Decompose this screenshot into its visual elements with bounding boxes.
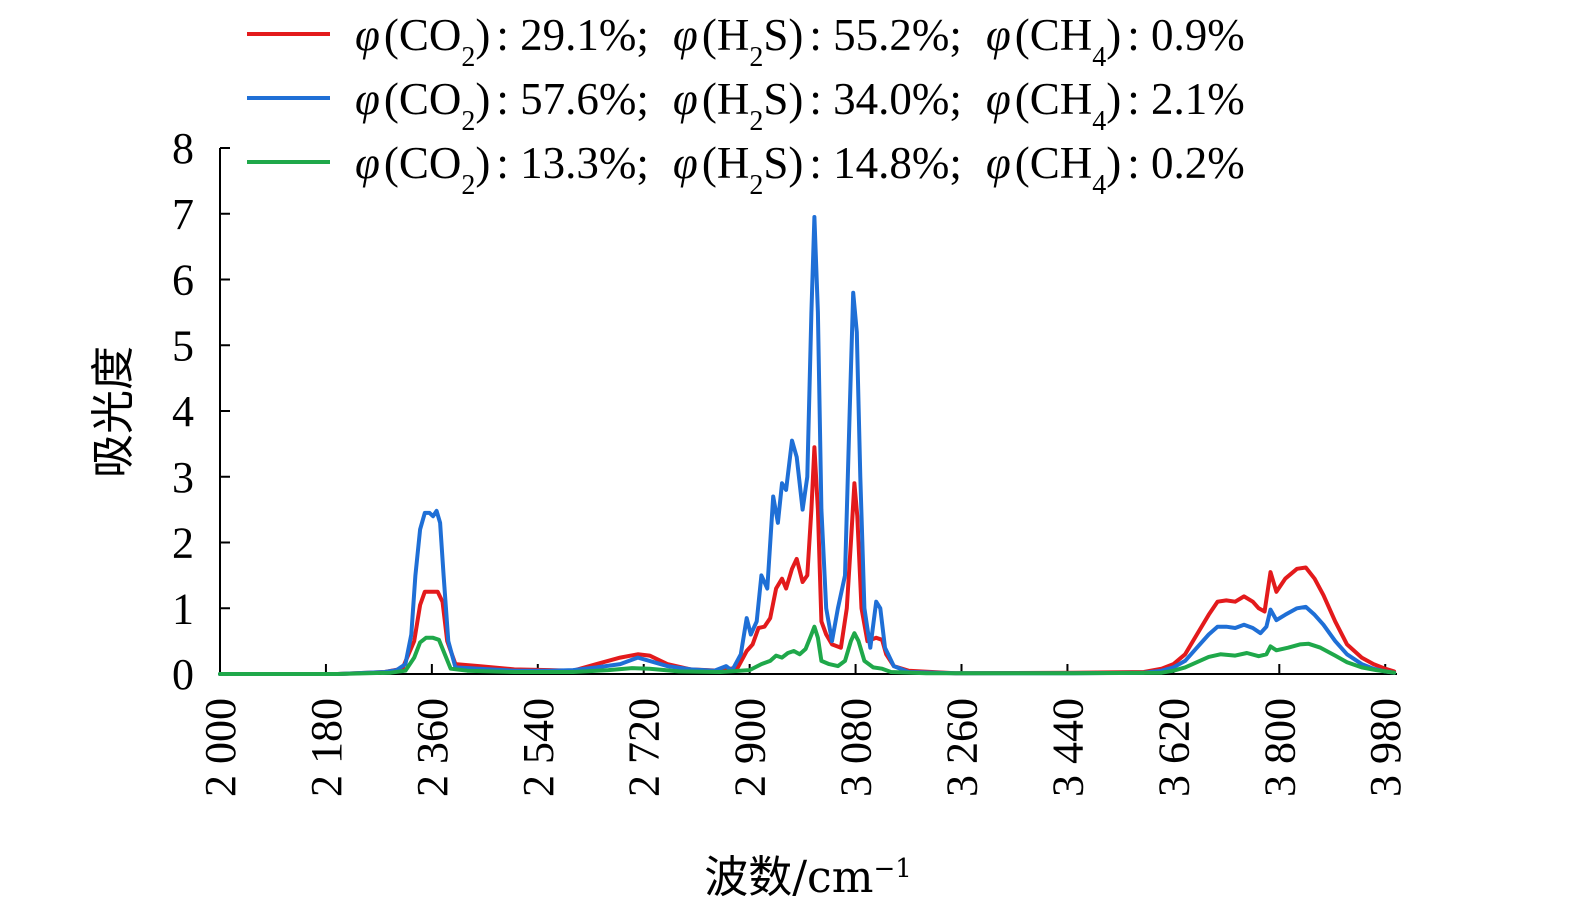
legend-label-blue: φ(CO2): 57.6%; φ(H2S): 34.0%; φ(CH4): 2.1% [355, 74, 1245, 137]
legend-label-green: φ(CO2): 13.3%; φ(H2S): 14.8%; φ(CH4): 0.2% [355, 138, 1245, 201]
x-axis-title-text: 波数/cm [704, 852, 873, 903]
y-tick-label: 7 [172, 190, 194, 239]
x-tick-label: 2 180 [302, 698, 351, 797]
legend: φ(CO2): 29.1%; φ(H2S): 55.2%; φ(CH4): 0.9%… [247, 10, 1245, 201]
legend-entry-red: φ(CO2): 29.1%; φ(H2S): 55.2%; φ(CH4): 0.9% [247, 10, 1245, 73]
x-tick-label: 2 540 [514, 698, 563, 797]
x-tick-label: 2 900 [726, 698, 775, 797]
x-tick-label: 3 620 [1149, 698, 1198, 797]
series-line-blue [218, 215, 1397, 676]
x-tick-label: 3 080 [832, 698, 881, 797]
x-tick-label: 3 260 [938, 698, 987, 797]
x-tick-label: 3 440 [1043, 698, 1092, 797]
x-ticks: 2 000 2 180 2 360 2 540 2 720 2 900 3 080 3 260… [196, 664, 1410, 797]
y-tick-label: 4 [172, 387, 194, 436]
x-axis-title-exponent: −1 [873, 854, 911, 884]
x-tick-label: 2 720 [620, 698, 669, 797]
y-tick-label: 3 [172, 453, 194, 502]
x-tick-label: 3 800 [1255, 698, 1304, 797]
y-tick-label: 1 [172, 584, 194, 633]
y-tick-label: 6 [172, 256, 194, 305]
legend-label-red: φ(CO2): 29.1%; φ(H2S): 55.2%; φ(CH4): 0.9% [355, 10, 1245, 73]
y-tick-label: 8 [172, 124, 194, 173]
x-tick-label: 3 980 [1361, 698, 1410, 797]
legend-entry-green: φ(CO2): 13.3%; φ(H2S): 14.8%; φ(CH4): 0.2% [247, 138, 1245, 201]
x-tick-label: 2 000 [196, 698, 245, 797]
x-axis-title: 波数/cm−1 [704, 852, 912, 903]
y-tick-label: 2 [172, 519, 194, 568]
y-axis-title: 吸光度 [88, 346, 139, 478]
y-tick-label: 5 [172, 321, 194, 370]
series-layer [218, 215, 1397, 676]
legend-entry-blue: φ(CO2): 57.6%; φ(H2S): 34.0%; φ(CH4): 2.1% [247, 74, 1245, 137]
y-tick-label: 0 [172, 650, 194, 699]
x-tick-label: 2 360 [408, 698, 457, 797]
series-line-green [218, 624, 1397, 676]
y-ticks: 0 1 2 3 4 5 6 7 8 [172, 124, 230, 699]
